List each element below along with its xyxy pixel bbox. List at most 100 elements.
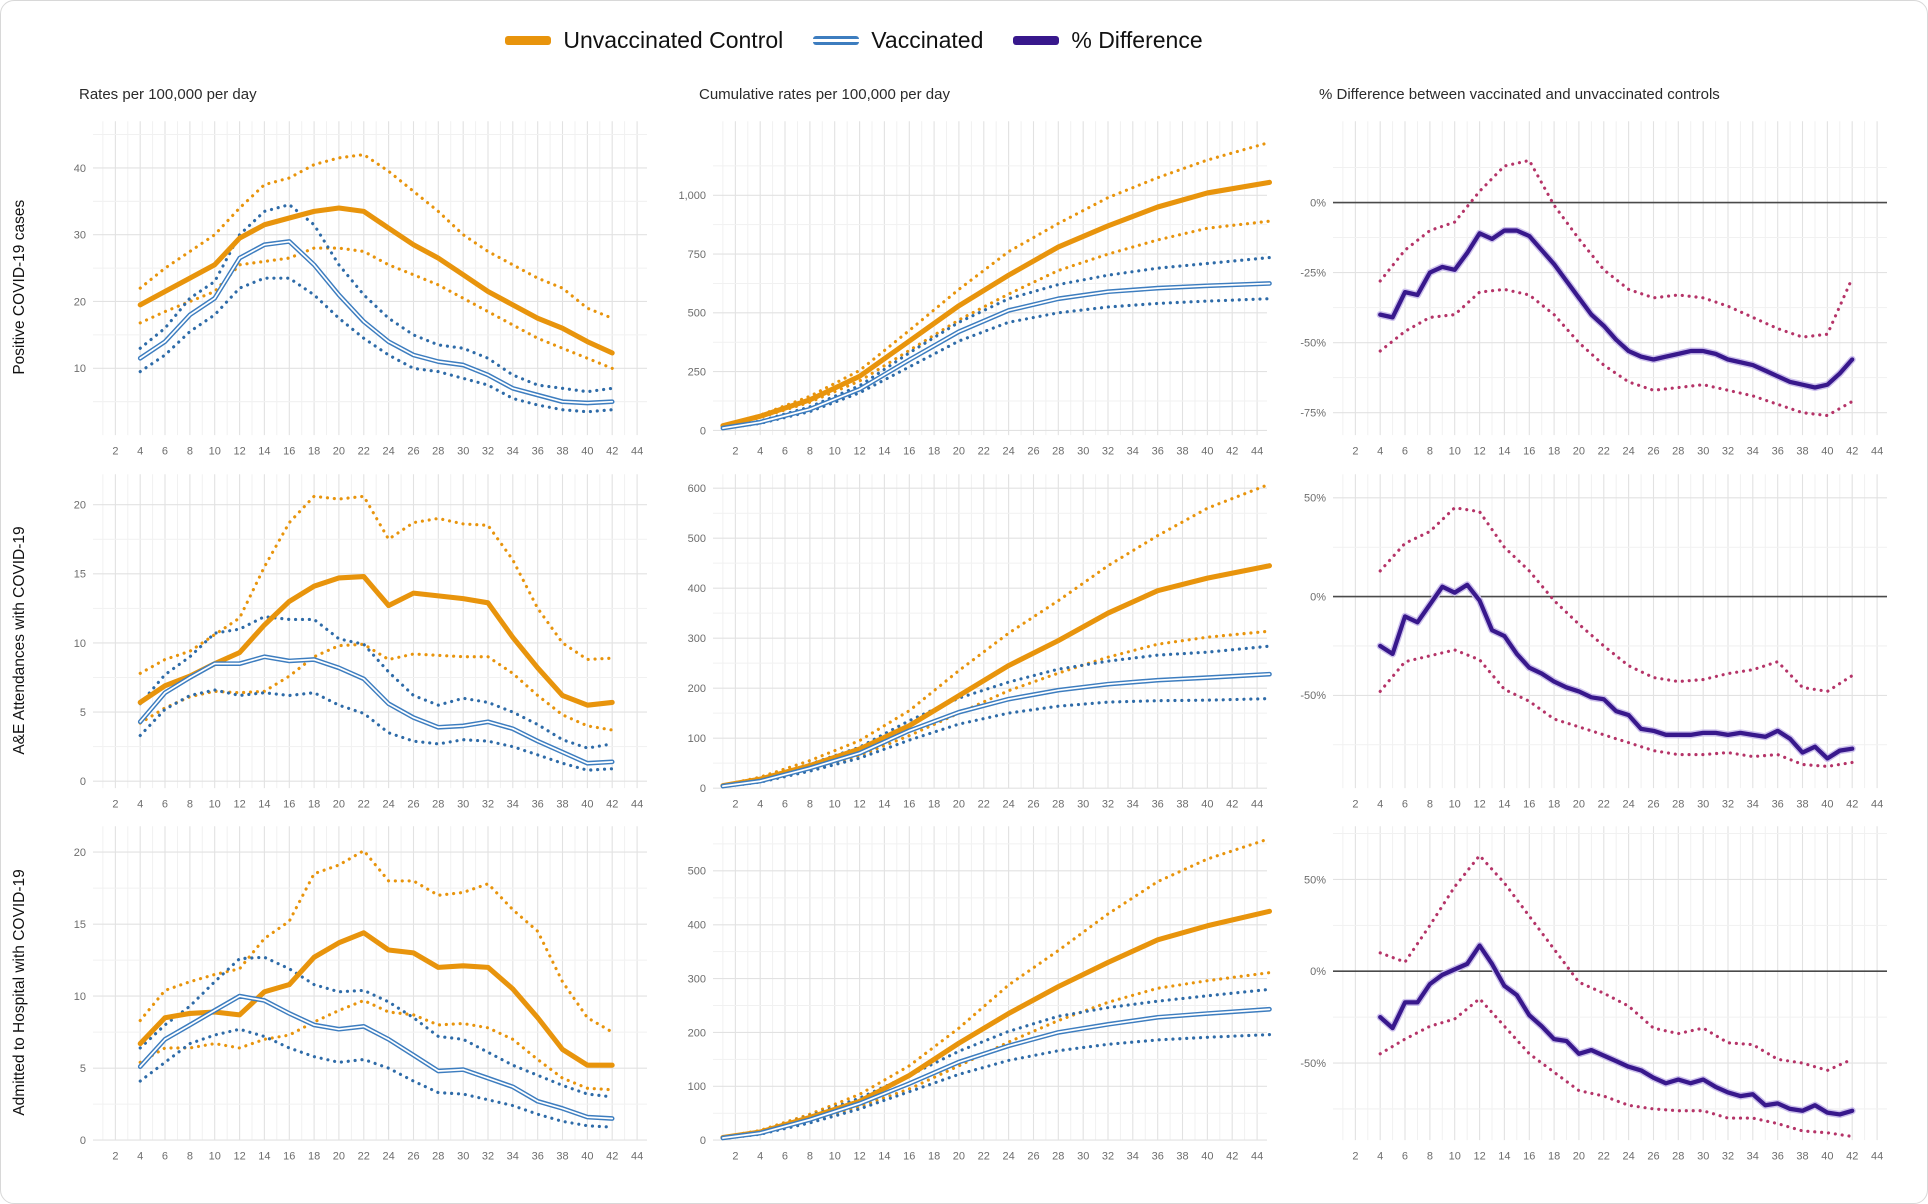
- svg-text:15: 15: [74, 919, 86, 931]
- column-header-cumulative: Cumulative rates per 100,000 per day: [699, 86, 950, 103]
- chart-positive-cases-pct-difference: 0%-25%-50%-75%2 4 6 8 10 12 14 16 18 20 22 24 26 28 30…: [1300, 121, 1887, 458]
- svg-text:22: 22: [1598, 445, 1610, 457]
- svg-text:32: 32: [482, 798, 494, 810]
- svg-text:42: 42: [606, 1151, 618, 1163]
- svg-text:0: 0: [700, 425, 706, 437]
- svg-text:42: 42: [1226, 798, 1238, 810]
- svg-text:40: 40: [1821, 1151, 1833, 1163]
- svg-text:10: 10: [829, 798, 841, 810]
- svg-text:12: 12: [1473, 1151, 1485, 1163]
- svg-text:26: 26: [1647, 798, 1659, 810]
- svg-text:16: 16: [1523, 445, 1535, 457]
- svg-text:44: 44: [1251, 798, 1263, 810]
- svg-text:0%: 0%: [1310, 966, 1326, 978]
- svg-text:50%: 50%: [1304, 492, 1326, 504]
- svg-text:16: 16: [903, 445, 915, 457]
- svg-text:36: 36: [1772, 445, 1784, 457]
- svg-text:30: 30: [74, 230, 86, 242]
- svg-text:18: 18: [928, 445, 940, 457]
- svg-text:24: 24: [1002, 445, 1014, 457]
- svg-text:24: 24: [1622, 798, 1634, 810]
- svg-text:4: 4: [137, 798, 143, 810]
- legend-item-pct-difference: % Difference: [1013, 27, 1203, 54]
- svg-text:32: 32: [1102, 1151, 1114, 1163]
- svg-text:2: 2: [732, 1151, 738, 1163]
- svg-text:40: 40: [1821, 445, 1833, 457]
- svg-text:4: 4: [137, 445, 143, 457]
- svg-text:500: 500: [688, 308, 706, 320]
- svg-text:8: 8: [807, 445, 813, 457]
- svg-text:42: 42: [1846, 445, 1858, 457]
- svg-text:36: 36: [1152, 798, 1164, 810]
- svg-text:8: 8: [1427, 1151, 1433, 1163]
- svg-text:24: 24: [1622, 445, 1634, 457]
- svg-text:-50%: -50%: [1300, 337, 1326, 349]
- svg-text:10: 10: [74, 363, 86, 375]
- svg-text:10: 10: [829, 445, 841, 457]
- svg-text:12: 12: [853, 445, 865, 457]
- svg-text:4: 4: [1377, 798, 1383, 810]
- svg-text:10: 10: [74, 637, 86, 649]
- svg-text:26: 26: [1647, 445, 1659, 457]
- svg-text:26: 26: [1027, 798, 1039, 810]
- svg-text:2: 2: [112, 798, 118, 810]
- svg-text:8: 8: [1427, 445, 1433, 457]
- svg-text:38: 38: [1796, 798, 1808, 810]
- chart-ae-attendances-pct-difference: 50%0%-50%2 4 6 8 10 12 14 16 18 20 22 24 26 28 30 32 34 3…: [1300, 473, 1887, 810]
- svg-text:100: 100: [688, 733, 706, 745]
- svg-text:40: 40: [581, 445, 593, 457]
- svg-text:40: 40: [1201, 1151, 1213, 1163]
- svg-text:30: 30: [1697, 445, 1709, 457]
- svg-text:1,000: 1,000: [679, 190, 706, 202]
- svg-text:20: 20: [74, 499, 86, 511]
- svg-text:24: 24: [382, 798, 394, 810]
- svg-text:22: 22: [1598, 1151, 1610, 1163]
- svg-text:38: 38: [556, 1151, 568, 1163]
- svg-text:30: 30: [1697, 1151, 1709, 1163]
- svg-text:16: 16: [283, 1151, 295, 1163]
- svg-text:16: 16: [283, 445, 295, 457]
- vaccinated-line-swatch: [813, 35, 860, 45]
- svg-text:16: 16: [283, 798, 295, 810]
- svg-text:0%: 0%: [1310, 197, 1326, 209]
- svg-text:22: 22: [358, 1151, 370, 1163]
- svg-text:20: 20: [74, 296, 86, 308]
- svg-text:12: 12: [1473, 445, 1485, 457]
- svg-text:200: 200: [688, 683, 706, 695]
- svg-text:30: 30: [457, 798, 469, 810]
- svg-text:5: 5: [80, 1063, 86, 1075]
- svg-text:300: 300: [688, 633, 706, 645]
- svg-text:300: 300: [688, 974, 706, 986]
- svg-text:26: 26: [407, 445, 419, 457]
- svg-text:6: 6: [782, 1151, 788, 1163]
- svg-text:30: 30: [1697, 798, 1709, 810]
- svg-text:34: 34: [1127, 1151, 1139, 1163]
- svg-text:200: 200: [688, 1028, 706, 1040]
- svg-text:2: 2: [732, 445, 738, 457]
- svg-text:20: 20: [953, 1151, 965, 1163]
- svg-text:34: 34: [1747, 1151, 1759, 1163]
- svg-text:14: 14: [878, 1151, 890, 1163]
- svg-text:24: 24: [1622, 1151, 1634, 1163]
- svg-text:30: 30: [457, 445, 469, 457]
- svg-text:6: 6: [162, 798, 168, 810]
- svg-text:44: 44: [631, 1151, 643, 1163]
- svg-text:2: 2: [1352, 798, 1358, 810]
- svg-text:0%: 0%: [1310, 591, 1326, 603]
- svg-text:40: 40: [1201, 798, 1213, 810]
- svg-text:42: 42: [1846, 798, 1858, 810]
- svg-text:28: 28: [1052, 1151, 1064, 1163]
- row-label-positive-cases: Positive COVID-19 cases: [11, 199, 28, 375]
- svg-text:38: 38: [1176, 445, 1188, 457]
- svg-text:32: 32: [1722, 798, 1734, 810]
- svg-text:18: 18: [308, 798, 320, 810]
- svg-text:44: 44: [631, 445, 643, 457]
- svg-text:44: 44: [1251, 445, 1263, 457]
- svg-text:12: 12: [233, 1151, 245, 1163]
- svg-text:20: 20: [953, 445, 965, 457]
- svg-text:36: 36: [532, 798, 544, 810]
- svg-text:44: 44: [1251, 1151, 1263, 1163]
- svg-text:14: 14: [1498, 1151, 1510, 1163]
- svg-text:2: 2: [1352, 445, 1358, 457]
